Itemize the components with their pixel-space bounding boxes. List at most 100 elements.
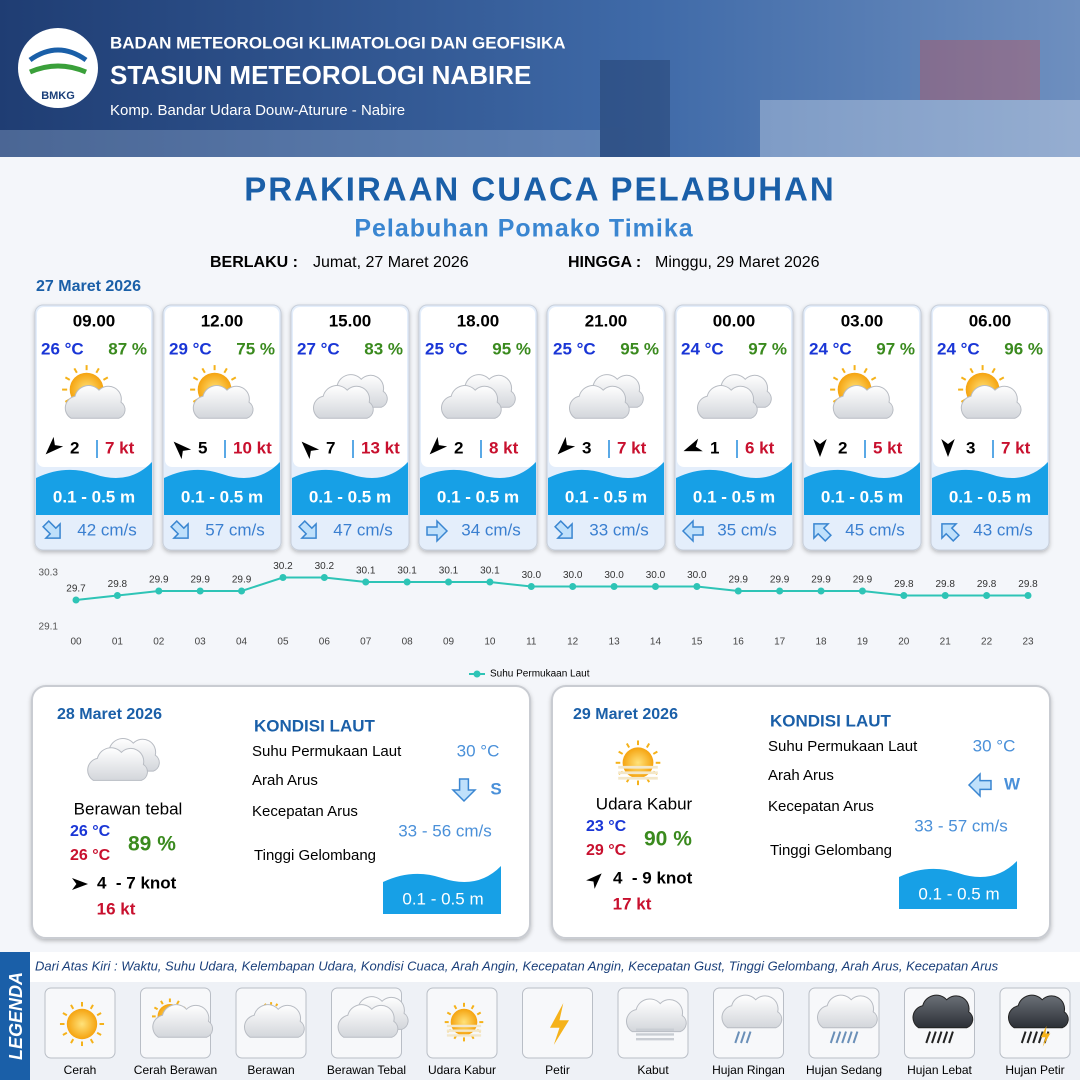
time: 03.00 xyxy=(841,311,884,330)
x-tick-label: 08 xyxy=(402,637,414,648)
gust: 6 kt xyxy=(745,438,775,457)
rain xyxy=(936,1031,943,1044)
sst-point xyxy=(983,592,991,599)
bolt xyxy=(1040,1025,1051,1047)
wind-arrow xyxy=(941,439,955,457)
wind-arrow xyxy=(173,441,192,460)
legend-icon xyxy=(1008,994,1069,1047)
rain xyxy=(1032,1031,1038,1044)
sst-line xyxy=(75,576,1028,601)
wave-height: 0.1 - 0.5 m xyxy=(402,889,483,908)
day-date: 27 Maret 2026 xyxy=(36,278,141,295)
temp-min: 23 °C xyxy=(586,818,627,835)
sst-point xyxy=(527,583,535,590)
wind-arrow xyxy=(301,441,320,460)
legend-item: Cerah xyxy=(64,1063,97,1077)
cloud xyxy=(64,385,126,419)
wave xyxy=(164,462,280,515)
value-label: 30.0 xyxy=(604,570,624,581)
x-tick-label: 15 xyxy=(691,637,703,648)
sea-label: Tinggi Gelombang xyxy=(770,842,892,859)
sst-point xyxy=(610,583,618,590)
legend-item: Kabut xyxy=(637,1063,669,1077)
wind-speed: 3 xyxy=(582,438,591,457)
sst-point xyxy=(569,583,577,590)
sun-ray xyxy=(201,367,206,374)
value-label: 29.8 xyxy=(108,579,128,590)
x-tick-label: 18 xyxy=(815,637,827,648)
wind-speed: 1 xyxy=(710,438,719,457)
humidity: 89 % xyxy=(128,833,176,856)
cloud xyxy=(960,385,1022,419)
sst-point xyxy=(362,578,370,586)
value-label: 29.9 xyxy=(853,575,873,586)
value-label: 29.9 xyxy=(770,575,790,586)
air-temp: 25 °C xyxy=(553,339,596,358)
wind-speed: 4 - 9 knot xyxy=(613,868,693,887)
sst-point xyxy=(776,587,784,595)
wind-speed: 2 xyxy=(70,438,79,457)
time: 09.00 xyxy=(73,311,116,330)
sun-ray xyxy=(645,742,651,748)
x-tick-label: 00 xyxy=(70,637,82,648)
rain xyxy=(948,1031,954,1044)
air-temp: 29 °C xyxy=(169,339,212,358)
sun-ray xyxy=(625,742,631,748)
value-label: 29.9 xyxy=(149,575,169,586)
legend-icon xyxy=(550,1003,569,1045)
sst-point xyxy=(113,592,121,599)
day-date: 29 Maret 2026 xyxy=(573,706,678,723)
current-dir: W xyxy=(1004,774,1021,793)
cloud xyxy=(1008,994,1069,1029)
temp-min: 26 °C xyxy=(70,823,111,840)
sun-ray xyxy=(832,376,839,381)
validity-from: Jumat, 27 Maret 2026 xyxy=(313,254,469,271)
value-label: 30.1 xyxy=(356,566,376,577)
weather-icon xyxy=(190,365,254,419)
legend-item: Hujan Sedang xyxy=(806,1063,882,1077)
rain xyxy=(931,1031,937,1044)
wind-speed: 7 xyxy=(326,438,335,457)
wave xyxy=(804,462,920,515)
x-tick-label: 22 xyxy=(981,637,993,648)
subtitle: Pelabuhan Pomako Timika xyxy=(354,215,693,243)
current-arrow xyxy=(426,519,449,543)
cloud xyxy=(192,385,254,419)
day-date: 28 Maret 2026 xyxy=(57,706,162,723)
legend-icon xyxy=(444,1002,484,1042)
sea-label: Kecepatan Arus xyxy=(252,803,358,820)
current-arrow xyxy=(451,778,477,803)
sun-ray xyxy=(102,376,109,381)
sun xyxy=(450,1008,478,1036)
rain xyxy=(942,1031,949,1044)
sst-point xyxy=(279,574,287,581)
wave-height: 0.1 - 0.5 m xyxy=(53,487,135,506)
x-tick-label: 06 xyxy=(319,637,331,648)
legend-item: Hujan Petir xyxy=(1005,1063,1064,1077)
weather-icon xyxy=(87,738,160,781)
legend-item: Petir xyxy=(545,1063,570,1077)
value-label: 30.0 xyxy=(646,570,666,581)
humidity: 97 % xyxy=(748,339,787,358)
wave-height: 0.1 - 0.5 m xyxy=(821,487,903,506)
value-label: 30.1 xyxy=(480,566,500,577)
x-tick-label: 21 xyxy=(940,637,952,648)
x-tick-label: 23 xyxy=(1022,637,1034,648)
cloud xyxy=(626,998,687,1033)
current-arrow xyxy=(170,520,189,539)
wave-height: 0.1 - 0.5 m xyxy=(918,884,999,903)
x-tick-label: 09 xyxy=(443,637,455,648)
cloud xyxy=(337,1004,399,1038)
wind-speed: 2 xyxy=(454,438,463,457)
current-speed: 33 cm/s xyxy=(589,520,649,539)
weather-icon xyxy=(830,365,894,419)
bolt xyxy=(550,1003,569,1045)
legend-item: Berawan Tebal xyxy=(327,1063,406,1077)
sst-point xyxy=(734,587,742,595)
value-label: 30.0 xyxy=(563,570,583,581)
sun-ray xyxy=(95,367,100,374)
wind-arrow xyxy=(72,878,88,890)
rain xyxy=(846,1031,853,1044)
legend-icon xyxy=(337,996,409,1038)
sun-ray xyxy=(841,367,846,374)
